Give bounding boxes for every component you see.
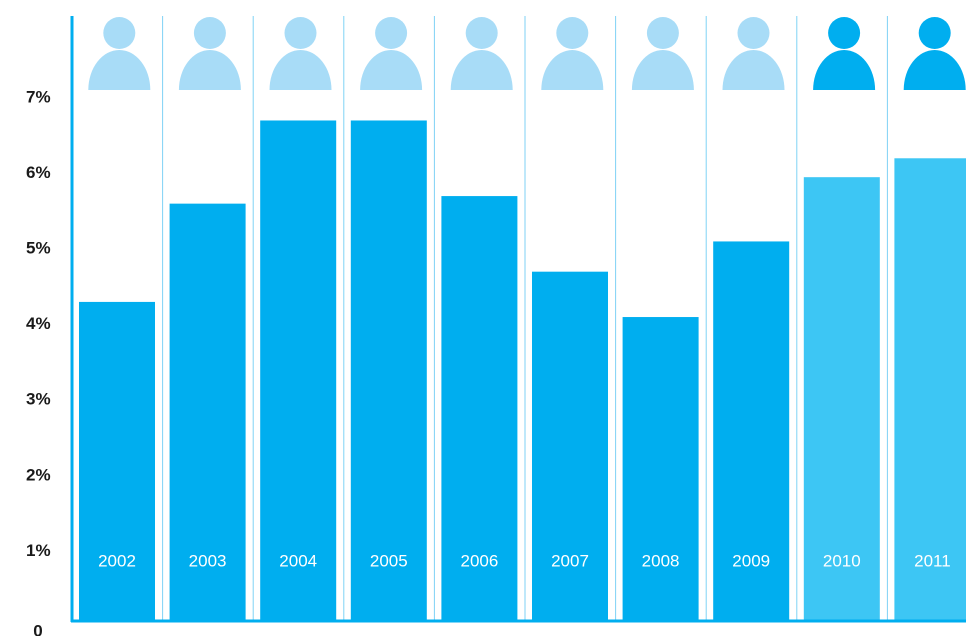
category-label-2010: 2010 (823, 551, 861, 570)
person-icon-head (375, 17, 408, 49)
y-tick-label: 1% (26, 541, 51, 560)
person-icon (631, 17, 694, 90)
category-label-2008: 2008 (642, 551, 680, 570)
person-icon-body (450, 50, 513, 90)
person-icons (88, 17, 966, 90)
category-label-2007: 2007 (551, 551, 589, 570)
person-icon (903, 17, 966, 90)
person-icon (541, 17, 604, 90)
person-icon-body (813, 50, 876, 90)
column-separators (162, 16, 888, 620)
category-label-2005: 2005 (370, 551, 408, 570)
bar-2003 (169, 203, 246, 620)
category-label-2011: 2011 (914, 551, 951, 570)
person-icon (269, 17, 332, 90)
category-label-2006: 2006 (460, 551, 498, 570)
person-icon (813, 17, 876, 90)
category-label-2009: 2009 (732, 551, 770, 570)
person-icon (360, 17, 423, 90)
y-tick-label: 5% (26, 238, 51, 257)
person-icon-head (465, 17, 498, 49)
person-icon-body (541, 50, 604, 90)
person-icon-body (360, 50, 423, 90)
bar-2008 (622, 317, 699, 620)
person-icon-head (103, 17, 136, 49)
y-tick-label: 6% (26, 163, 51, 182)
y-tick-label: 2% (26, 465, 51, 484)
bar-2005 (350, 120, 427, 620)
y-tick-label: 4% (26, 314, 51, 333)
person-icon-head (284, 17, 317, 49)
person-icon-head (193, 17, 226, 49)
person-icon-head (828, 17, 861, 49)
person-icon (88, 17, 151, 90)
bar-2011 (894, 158, 966, 620)
category-labels: 2002 2003 2004 2005 2006 2007 2008 2009 2010 2011 (98, 551, 951, 570)
category-label-2003: 2003 (189, 551, 227, 570)
person-icon-body (631, 50, 694, 90)
y-tick-label: 7% (26, 87, 51, 106)
bar-2009 (713, 241, 790, 620)
person-icon-head (737, 17, 770, 49)
bars (79, 120, 966, 620)
person-icon-body (88, 50, 151, 90)
bar-2004 (260, 120, 337, 620)
bar-2010 (803, 177, 880, 620)
category-label-2002: 2002 (98, 551, 136, 570)
person-icon-body (903, 50, 966, 90)
person-icon-head (556, 17, 589, 49)
person-icon (722, 17, 785, 90)
bar-2006 (441, 196, 518, 620)
y-axis-ticks: 0 1% 2% 3% 4% 5% 6% 7% (26, 87, 51, 636)
y-tick-label: 0 (33, 621, 42, 636)
person-icon-body (269, 50, 332, 90)
category-label-2004: 2004 (279, 551, 317, 570)
person-icon-head (918, 17, 951, 49)
person-icon (178, 17, 241, 90)
person-icon (450, 17, 513, 90)
person-icon-head (646, 17, 679, 49)
person-icon-body (722, 50, 785, 90)
y-tick-label: 3% (26, 390, 51, 409)
bar-2007 (532, 271, 608, 620)
person-icon-body (178, 50, 241, 90)
bar-2002 (79, 301, 155, 620)
